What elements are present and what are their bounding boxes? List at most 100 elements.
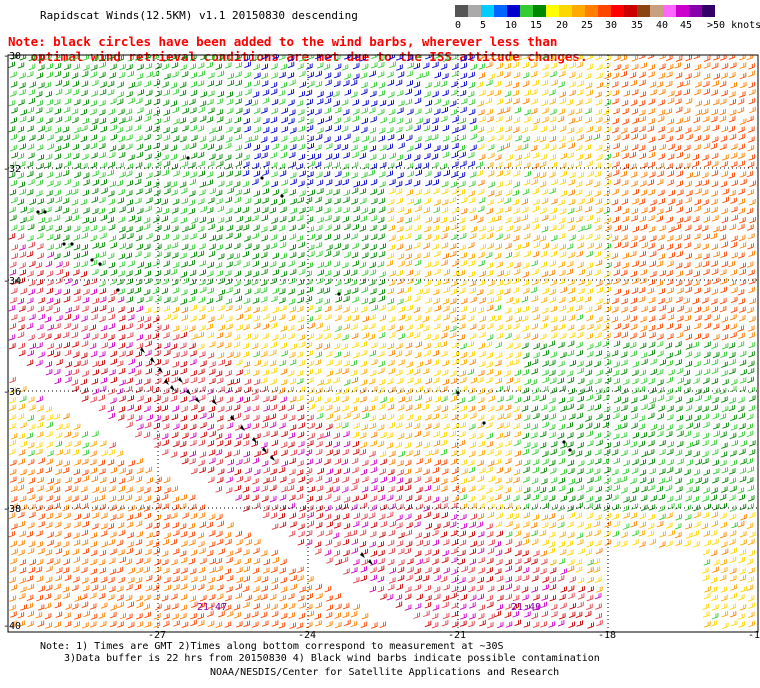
wind-barb <box>154 63 162 70</box>
wind-barb <box>224 594 232 602</box>
wind-barb <box>55 243 62 250</box>
wind-barb <box>631 144 639 151</box>
wind-barb <box>746 522 754 530</box>
wind-barb <box>317 467 324 475</box>
wind-barb <box>380 431 387 439</box>
wind-barb <box>639 512 646 520</box>
wind-barb <box>280 368 288 375</box>
wind-barb <box>667 503 675 510</box>
wind-barb <box>397 566 405 574</box>
wind-barb <box>262 180 269 187</box>
wind-barb <box>730 485 737 493</box>
wind-barb <box>719 413 727 420</box>
wind-barb <box>190 601 198 609</box>
wind-barb <box>242 224 250 231</box>
wind-barb <box>477 205 485 213</box>
wind-barb <box>451 224 458 231</box>
wind-barb <box>83 332 90 340</box>
wind-barb <box>71 603 79 610</box>
wind-barb <box>404 286 412 294</box>
wind-barb <box>458 431 466 438</box>
wind-barb <box>469 432 476 440</box>
wind-barb <box>459 376 467 384</box>
wind-barb <box>343 360 350 367</box>
wind-barb <box>585 422 593 430</box>
wind-barb <box>603 252 611 259</box>
wind-barb <box>35 441 43 449</box>
wind-barb <box>172 584 180 591</box>
wind-barb <box>135 577 143 584</box>
wind-barb <box>98 351 106 358</box>
wind-barb <box>468 423 476 430</box>
wind-barb <box>521 405 529 412</box>
wind-barb <box>64 63 71 71</box>
wind-barb <box>270 450 277 457</box>
wind-barb <box>144 349 152 357</box>
wind-barb <box>575 116 583 123</box>
wind-barb <box>234 170 242 177</box>
wind-barb <box>604 243 611 250</box>
wind-barb <box>666 448 674 456</box>
wind-barb <box>548 369 556 377</box>
wind-barb <box>495 484 503 492</box>
wind-barb <box>614 396 621 403</box>
wind-barb <box>46 190 53 197</box>
wind-barb <box>73 539 81 547</box>
wind-barb <box>621 397 629 404</box>
wind-barb <box>621 99 629 107</box>
wind-barb <box>486 594 493 602</box>
wind-barb <box>539 235 547 242</box>
wind-barb <box>423 91 431 98</box>
wind-barb <box>387 359 395 367</box>
wind-barb <box>496 98 504 105</box>
wind-barb <box>398 142 405 149</box>
wind-barb <box>514 55 522 62</box>
wind-barb <box>674 223 682 231</box>
wind-barb <box>595 154 603 161</box>
wind-barb <box>541 514 548 521</box>
wind-barb <box>622 163 629 170</box>
wind-barb <box>604 179 611 187</box>
wind-barb <box>19 421 27 429</box>
wind-barb <box>215 125 223 133</box>
wind-barb <box>675 126 682 133</box>
wind-barb <box>648 151 656 159</box>
wind-barb <box>558 199 565 206</box>
wind-barb <box>224 331 232 339</box>
wind-barb <box>575 512 583 520</box>
wind-barb <box>38 313 45 321</box>
wind-barb <box>676 180 683 187</box>
wind-barb <box>748 315 756 323</box>
wind-barb <box>350 269 358 276</box>
wind-barb <box>18 160 26 168</box>
wind-barb <box>450 502 458 510</box>
wind-barb <box>288 351 296 359</box>
wind-barb <box>289 457 296 465</box>
wind-barb <box>604 332 611 340</box>
wind-barb <box>308 160 315 168</box>
wind-barb <box>658 494 666 501</box>
wind-barb <box>243 235 251 242</box>
wind-barb <box>656 340 664 348</box>
wind-barb <box>207 440 215 447</box>
wind-barb <box>377 367 385 374</box>
wind-barb <box>702 253 710 260</box>
wind-barb <box>638 100 646 107</box>
wind-barb <box>549 98 556 105</box>
wind-barb <box>289 512 296 520</box>
wind-barb <box>107 594 115 601</box>
wind-barb <box>287 478 295 485</box>
wind-barb <box>414 89 422 97</box>
wind-barb <box>603 271 611 278</box>
wind-barb <box>90 259 98 267</box>
wind-barb <box>531 260 538 267</box>
wind-barb <box>153 422 160 430</box>
wind-barb <box>657 189 665 196</box>
wind-barb <box>488 475 495 483</box>
wind-barb <box>27 223 35 231</box>
wind-barb <box>80 593 88 600</box>
wind-barb <box>217 216 225 224</box>
wind-barb <box>82 207 90 214</box>
wind-barb <box>550 162 557 169</box>
wind-barb <box>719 108 727 116</box>
